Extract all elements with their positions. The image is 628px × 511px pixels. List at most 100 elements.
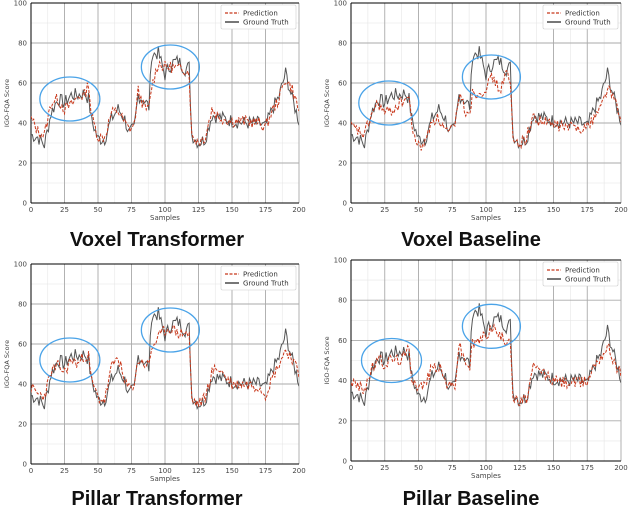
svg-text:25: 25 [380, 464, 389, 472]
tick-labels: 0 25 50 75 100 125 150 175 200 0 20 40 60 80 100 [14, 0, 306, 214]
svg-text:100: 100 [158, 467, 171, 475]
svg-text:200: 200 [614, 464, 627, 472]
svg-text:80: 80 [338, 297, 347, 305]
tick-labels: 0 25 50 75 100 125 150 175 200 0 20 40 60 80 100 [14, 261, 306, 476]
grid [351, 2, 622, 203]
svg-text:100: 100 [14, 0, 27, 8]
highlight-ellipse [140, 307, 201, 353]
svg-text:125: 125 [192, 206, 205, 214]
grid [31, 2, 300, 203]
svg-text:75: 75 [448, 464, 457, 472]
svg-text:50: 50 [94, 206, 103, 214]
highlight-ellipse [140, 44, 201, 90]
svg-text:40: 40 [18, 381, 27, 389]
svg-text:75: 75 [127, 467, 136, 475]
panel-pillar-baseline: 0 25 50 75 100 125 150 175 200 0 20 40 60 80 100 Sample… [314, 254, 628, 511]
highlight-ellipse [39, 76, 101, 122]
svg-text:175: 175 [259, 467, 272, 475]
svg-text:0: 0 [23, 461, 27, 469]
svg-text:60: 60 [18, 80, 27, 88]
svg-text:200: 200 [292, 206, 305, 214]
prediction-line [351, 69, 621, 151]
svg-text:40: 40 [338, 377, 347, 385]
chart-voxel-baseline: 0 25 50 75 100 125 150 175 200020406080100Sample… [323, 0, 628, 222]
svg-text:0: 0 [29, 206, 33, 214]
y-axis-label: IGO-FQA Score [3, 79, 11, 127]
highlight-ellipse [461, 54, 522, 100]
ground-truth-line [31, 46, 299, 150]
svg-text:125: 125 [513, 206, 526, 214]
svg-text:0: 0 [343, 200, 347, 208]
svg-text:50: 50 [414, 206, 423, 214]
chart-pillar-baseline: 0 25 50 75 100 125 150 175 200020406080100Sample… [323, 257, 628, 481]
svg-text:20: 20 [338, 160, 347, 168]
svg-text:150: 150 [225, 467, 238, 475]
legend-prediction-label: Prediction [243, 10, 278, 18]
panel-voxel-transformer: 0 25 50 75 100 125 150 175 200 0 20 40 60 80 100 Sample… [0, 0, 314, 254]
prediction-line [351, 323, 621, 407]
panel-title: Pillar Baseline [402, 488, 540, 510]
ground-truth-line [351, 303, 621, 407]
svg-text:50: 50 [414, 464, 423, 472]
legend-ground-truth-label: Ground Truth [243, 280, 289, 288]
svg-text:200: 200 [292, 467, 305, 475]
y-axis-label: IGO-FQA Score [323, 336, 331, 384]
prediction-line [31, 324, 299, 407]
svg-text:200: 200 [614, 206, 627, 214]
svg-text:0: 0 [349, 206, 353, 214]
svg-text:175: 175 [581, 464, 594, 472]
chart-pillar-transformer: 0 25 50 75 100 125 150 175 200020406080100Sample… [3, 261, 306, 484]
svg-text:60: 60 [338, 80, 347, 88]
highlight-ellipse [360, 337, 423, 384]
svg-text:100: 100 [158, 206, 171, 214]
highlight-ellipse [358, 80, 420, 126]
svg-text:20: 20 [18, 421, 27, 429]
svg-text:75: 75 [448, 206, 457, 214]
tick-labels: 0 25 50 75 100 125 150 175 200 0 20 40 60 80 100 [334, 0, 628, 214]
legend-ground-truth-label: Ground Truth [565, 19, 611, 27]
legend-prediction-label: Prediction [243, 271, 278, 279]
y-axis-label: IGO-FQA Score [3, 340, 11, 388]
svg-text:150: 150 [225, 206, 238, 214]
svg-text:150: 150 [547, 464, 560, 472]
panel-title: Voxel Baseline [401, 229, 541, 251]
ground-truth-line [31, 307, 299, 411]
svg-text:100: 100 [14, 261, 27, 269]
svg-text:175: 175 [259, 206, 272, 214]
highlight-ellipse [461, 303, 522, 349]
svg-text:60: 60 [18, 341, 27, 349]
y-axis-label: IGO-FQA Score [323, 79, 331, 127]
svg-text:25: 25 [60, 467, 69, 475]
svg-text:20: 20 [18, 160, 27, 168]
svg-text:125: 125 [192, 467, 205, 475]
panel-title: Pillar Transformer [71, 488, 243, 510]
legend-prediction-label: Prediction [565, 267, 600, 275]
legend-ground-truth-label: Ground Truth [243, 19, 289, 27]
grid [31, 263, 300, 464]
svg-text:0: 0 [29, 467, 33, 475]
svg-text:75: 75 [127, 206, 136, 214]
svg-text:100: 100 [334, 0, 347, 8]
svg-text:60: 60 [338, 337, 347, 345]
svg-text:175: 175 [581, 206, 594, 214]
x-axis-label: Samples [471, 472, 501, 480]
svg-text:100: 100 [479, 206, 492, 214]
ground-truth-line [351, 46, 621, 149]
svg-text:0: 0 [349, 464, 353, 472]
svg-text:20: 20 [338, 417, 347, 425]
prediction-line [31, 60, 299, 147]
svg-text:0: 0 [23, 200, 27, 208]
svg-text:80: 80 [18, 40, 27, 48]
svg-text:40: 40 [338, 120, 347, 128]
legend-ground-truth-label: Ground Truth [565, 276, 611, 284]
x-axis-label: Samples [471, 214, 501, 222]
svg-text:150: 150 [547, 206, 560, 214]
svg-text:100: 100 [334, 257, 347, 265]
panel-pillar-transformer: 0 25 50 75 100 125 150 175 200 0 20 40 60 80 100 Sample… [0, 254, 314, 511]
chart-voxel-transformer: 0 25 50 75 100 125 150 175 200020406080100Sample… [3, 0, 306, 222]
x-axis-label: Samples [150, 214, 180, 222]
svg-text:80: 80 [18, 301, 27, 309]
